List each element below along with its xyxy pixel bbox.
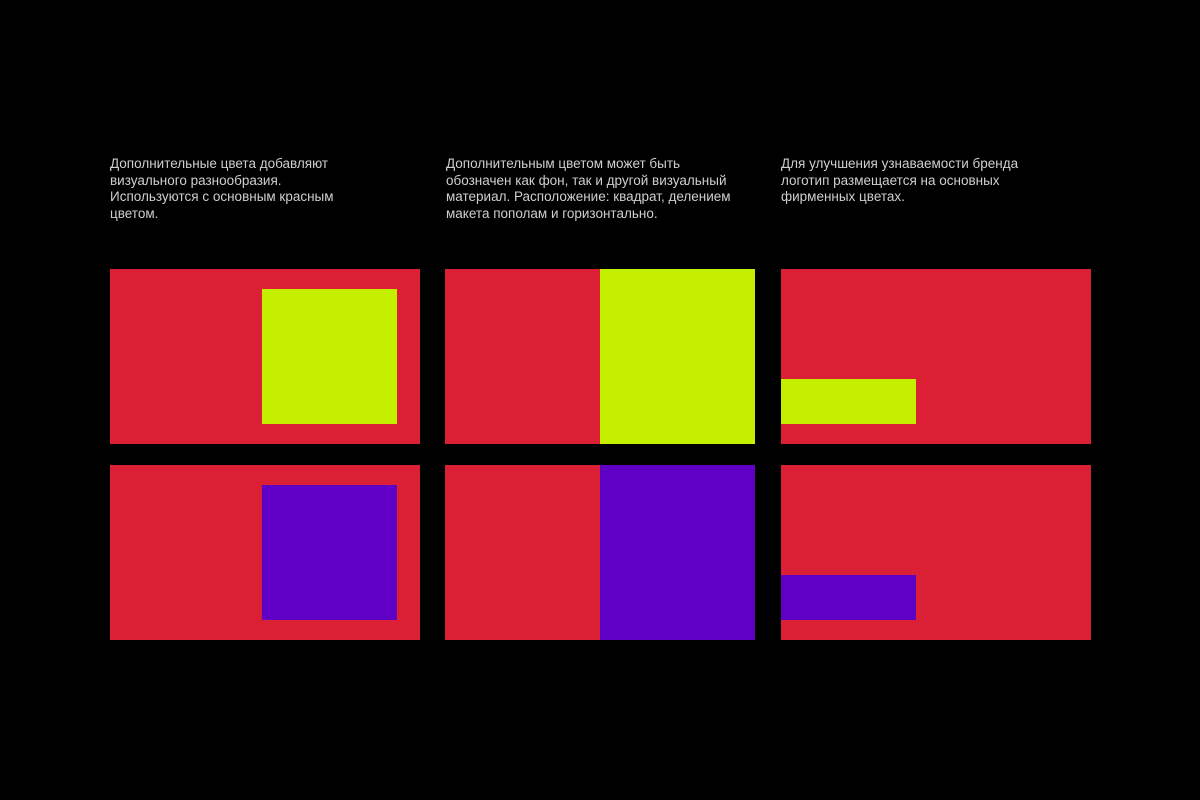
panel-half-lime [445, 269, 755, 444]
panel-half-violet [445, 465, 755, 640]
lime-bar [781, 379, 916, 424]
panel-square-violet [110, 465, 420, 640]
violet-half [600, 465, 755, 640]
panel-square-lime [110, 269, 420, 444]
lime-half [600, 269, 755, 444]
caption-placement: Дополнительным цветом может быть обознач… [446, 156, 731, 221]
lime-square [262, 289, 397, 424]
panel-bar-violet [781, 465, 1091, 640]
panel-bar-lime [781, 269, 1091, 444]
violet-square [262, 485, 397, 620]
caption-additional-colors: Дополнительные цвета добавляют визуально… [110, 156, 334, 221]
caption-brand-recognition: Для улучшения узнаваемости бренда логоти… [781, 156, 1019, 204]
violet-bar [781, 575, 916, 620]
